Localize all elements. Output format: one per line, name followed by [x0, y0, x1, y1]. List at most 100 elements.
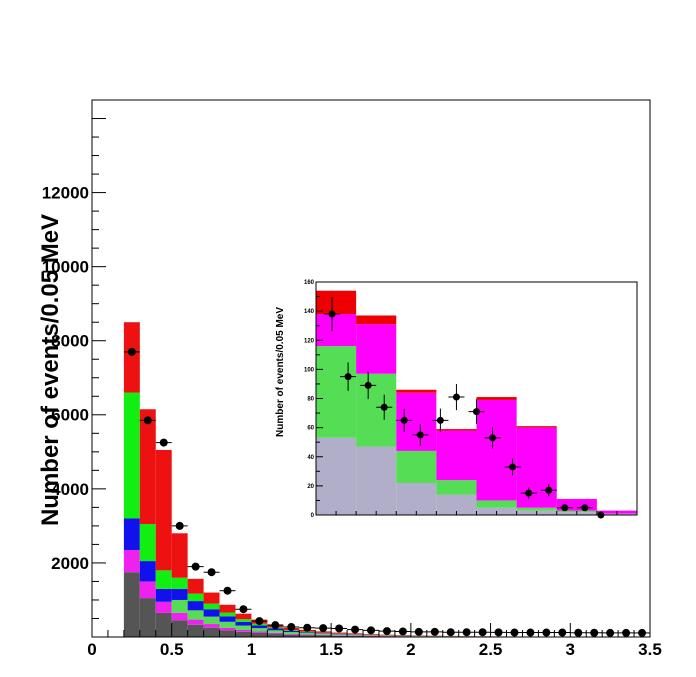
- data-point: [561, 504, 568, 511]
- data-point: [319, 624, 327, 632]
- main-y-axis-label: Number of events/0.05 MeV: [37, 214, 64, 526]
- bar-segment: [204, 604, 220, 610]
- bar-segment: [436, 429, 476, 430]
- bar-segment: [156, 570, 172, 589]
- bar-segment: [156, 602, 172, 613]
- data-point: [351, 626, 359, 634]
- inset-y-axis-label: Number of events/0.05 MeV: [275, 307, 286, 437]
- bar-segment: [299, 632, 315, 633]
- data-point: [415, 628, 423, 636]
- bar-segment: [356, 324, 396, 374]
- bar-segment: [220, 613, 236, 617]
- bar-segment: [188, 610, 204, 619]
- bar-segment: [235, 619, 251, 622]
- data-point: [495, 628, 503, 636]
- bar-segment: [363, 635, 379, 636]
- data-point: [489, 434, 496, 441]
- bar-segment: [267, 633, 283, 634]
- data-point: [437, 417, 444, 424]
- bar-segment: [172, 600, 188, 613]
- data-point: [271, 621, 279, 629]
- bar-segment: [156, 450, 172, 570]
- data-point: [255, 617, 263, 625]
- bar-segment: [251, 631, 267, 632]
- data-point: [381, 404, 388, 411]
- data-point: [239, 605, 247, 613]
- bar-segment: [172, 620, 188, 637]
- bar-segment: [156, 589, 172, 602]
- data-point: [509, 463, 516, 470]
- bar-segment: [188, 601, 204, 610]
- bar-segment: [331, 634, 347, 635]
- x-tick-label: 0: [87, 640, 96, 659]
- bar-segment: [124, 572, 140, 637]
- bar-segment: [172, 589, 188, 600]
- bar-segment: [299, 632, 315, 633]
- bar-segment: [251, 626, 267, 629]
- bar-segment: [436, 480, 476, 495]
- bar-segment: [204, 617, 220, 624]
- bar-segment: [356, 447, 396, 515]
- bar-segment: [299, 634, 315, 635]
- y-tick-label: 60: [307, 426, 314, 432]
- bar-segment: [356, 374, 396, 447]
- bar-segment: [283, 632, 299, 634]
- data-point: [335, 624, 343, 632]
- data-point: [525, 490, 532, 497]
- data-point: [128, 348, 136, 356]
- data-point: [303, 624, 311, 632]
- bar-segment: [315, 635, 331, 636]
- bar-segment: [220, 605, 236, 613]
- data-point: [224, 587, 232, 595]
- bar-segment: [267, 630, 283, 633]
- bar-segment: [347, 635, 363, 636]
- bar-segment: [235, 626, 251, 630]
- bar-segment: [396, 390, 436, 393]
- data-point: [160, 439, 168, 447]
- bar-segment: [477, 397, 517, 400]
- bar-segment: [140, 561, 156, 581]
- y-tick-label: 0: [311, 513, 315, 519]
- data-point: [581, 504, 588, 511]
- bar-segment: [477, 500, 517, 507]
- bar-segment: [315, 634, 331, 635]
- bar-segment: [356, 315, 396, 324]
- bar-segment: [235, 632, 251, 637]
- x-tick-label: 1: [247, 640, 256, 659]
- data-point: [367, 626, 375, 634]
- bar-segment: [283, 631, 299, 632]
- data-point: [329, 311, 336, 318]
- bar-segment: [156, 613, 172, 637]
- bar-segment: [172, 533, 188, 577]
- bar-segment: [477, 400, 517, 500]
- bar-segment: [188, 579, 204, 594]
- bar-segment: [172, 613, 188, 620]
- bar-segment: [436, 431, 476, 481]
- bar-segment: [396, 451, 436, 483]
- bar-segment: [220, 622, 236, 628]
- bar-segment: [124, 550, 140, 572]
- data-point: [622, 629, 630, 637]
- bar-segment: [124, 518, 140, 549]
- data-point: [287, 623, 295, 631]
- data-point: [345, 373, 352, 380]
- data-point: [383, 627, 391, 635]
- bar-segment: [251, 633, 267, 637]
- bar-segment: [172, 578, 188, 589]
- data-point: [590, 629, 598, 637]
- y-tick-label: 12000: [42, 184, 89, 203]
- bar-segment: [124, 322, 140, 392]
- bar-segment: [517, 428, 557, 508]
- x-tick-label: 3: [566, 640, 575, 659]
- bar-segment: [188, 620, 204, 625]
- data-point: [473, 408, 480, 415]
- bar-segment: [235, 630, 251, 632]
- bar-segment: [316, 291, 356, 314]
- data-point: [558, 629, 566, 637]
- bar-segment: [140, 409, 156, 524]
- bar-segment: [396, 483, 436, 515]
- data-point: [208, 568, 216, 576]
- data-point: [176, 522, 184, 530]
